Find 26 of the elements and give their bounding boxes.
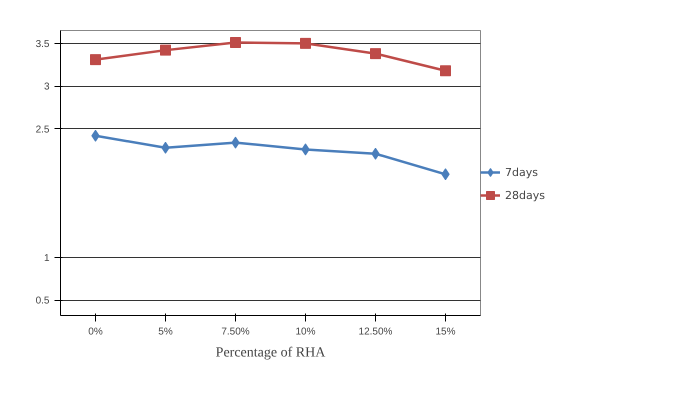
x-tick-label: 15% — [435, 326, 456, 338]
point — [231, 136, 240, 149]
x-tick-label: 10% — [295, 326, 316, 338]
y-tick-label: 0.5 — [36, 296, 50, 307]
x-axis-title: Percentage of RHA — [216, 346, 326, 360]
y-tick-label: 2.5 — [36, 124, 50, 136]
point — [301, 143, 310, 156]
point — [161, 142, 170, 154]
legend-label: 7days — [505, 166, 538, 178]
y-tick-label: 3.5 — [36, 38, 50, 50]
x-tick-label: 12.50% — [358, 326, 393, 338]
point — [370, 48, 381, 60]
point — [230, 36, 241, 48]
y-tick-label: 3 — [44, 82, 50, 93]
y-tick-label: 1 — [44, 252, 50, 264]
x-tick-label: 7.50% — [221, 326, 250, 338]
point — [90, 54, 101, 66]
point — [440, 65, 451, 76]
point — [91, 130, 100, 142]
point — [160, 44, 171, 56]
point — [441, 168, 450, 180]
x-tick-label: 5% — [158, 326, 173, 338]
legend-label: 28days — [505, 188, 545, 202]
point — [300, 38, 311, 49]
x-tick-label: 0% — [88, 326, 103, 338]
point — [371, 148, 380, 160]
